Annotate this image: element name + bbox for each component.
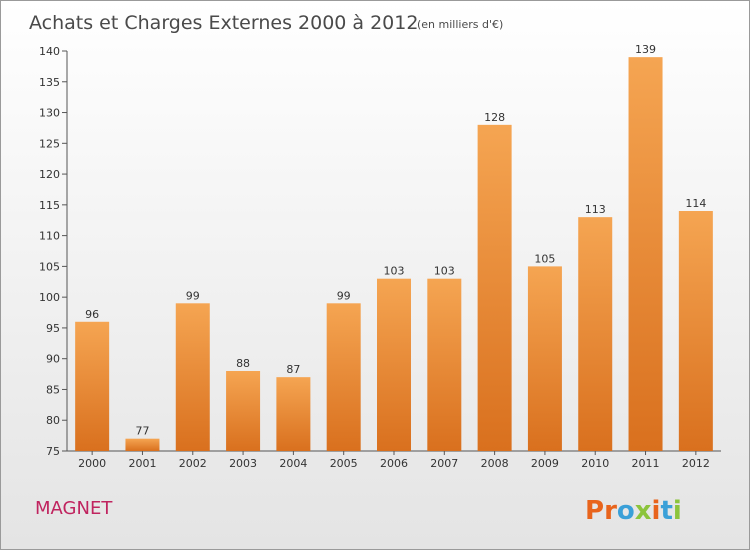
x-tick-label-2004: 2004 (279, 457, 307, 470)
value-label-2006: 103 (384, 265, 405, 278)
bar-2010 (578, 217, 613, 451)
x-tick-label-2006: 2006 (380, 457, 408, 470)
y-tick-label: 140 (39, 45, 60, 58)
y-tick-label: 105 (39, 260, 60, 273)
y-tick-label: 125 (39, 137, 60, 150)
bars-group: 96 77 99 88 87 99 103 103 128 105 113 139 114 (75, 43, 713, 452)
value-label-2002: 99 (186, 289, 200, 302)
bar-2011 (628, 57, 663, 452)
commune-name: MAGNET (35, 498, 113, 519)
value-label-2008: 128 (484, 111, 505, 124)
svg-text:Proxiti: Proxiti (585, 496, 682, 526)
bar-2012 (678, 211, 713, 451)
x-tick-label-2009: 2009 (531, 457, 559, 470)
value-label-2004: 87 (286, 363, 300, 376)
value-label-2001: 77 (135, 425, 149, 438)
value-label-2000: 96 (85, 308, 99, 321)
x-tick-label-2000: 2000 (78, 457, 106, 470)
bar-2001 (125, 438, 160, 451)
proxiti-logo: Proxiti (585, 496, 682, 526)
y-tick-label: 135 (39, 76, 60, 89)
y-tick-label: 100 (39, 291, 60, 304)
value-label-2007: 103 (434, 265, 455, 278)
x-tick-label-2007: 2007 (430, 457, 458, 470)
y-tick-label: 95 (46, 322, 60, 335)
x-tick-label-2011: 2011 (632, 457, 660, 470)
x-tick-label-2010: 2010 (581, 457, 609, 470)
bar-2008 (477, 124, 512, 451)
value-label-2005: 99 (337, 289, 351, 302)
y-tick-label: 85 (46, 383, 60, 396)
x-tick-label-2012: 2012 (682, 457, 710, 470)
value-label-2009: 105 (534, 252, 555, 265)
bar-2007 (427, 278, 462, 451)
y-tick-label: 115 (39, 199, 60, 212)
value-label-2010: 113 (585, 203, 606, 216)
y-tick-label: 120 (39, 168, 60, 181)
chart-title: Achats et Charges Externes 2000 à 2012 (29, 12, 418, 34)
x-tick-label-2001: 2001 (128, 457, 156, 470)
y-tick-label: 90 (46, 353, 60, 366)
axes: 75 80 85 90 95 100 105 110 115 120 125 130 135 140 200… (39, 45, 721, 470)
chart-subtitle: (en milliers d'€) (417, 18, 503, 31)
value-label-2003: 88 (236, 357, 250, 370)
y-tick-label: 80 (46, 414, 60, 427)
bar-2003 (226, 371, 261, 451)
x-tick-label-2008: 2008 (481, 457, 509, 470)
value-label-2011: 139 (635, 43, 656, 56)
bar-2005 (326, 303, 361, 451)
value-label-2012: 114 (685, 197, 706, 210)
bar-2009 (527, 266, 562, 451)
bar-2004 (276, 377, 311, 451)
x-tick-label-2002: 2002 (179, 457, 207, 470)
y-tick-label: 130 (39, 107, 60, 120)
bar-2002 (175, 303, 210, 451)
x-tick-label-2005: 2005 (330, 457, 358, 470)
y-tick-label: 110 (39, 230, 60, 243)
bar-2006 (377, 278, 411, 451)
bar-2000 (75, 321, 110, 451)
x-tick-label-2003: 2003 (229, 457, 257, 470)
y-tick-label: 75 (46, 445, 60, 458)
